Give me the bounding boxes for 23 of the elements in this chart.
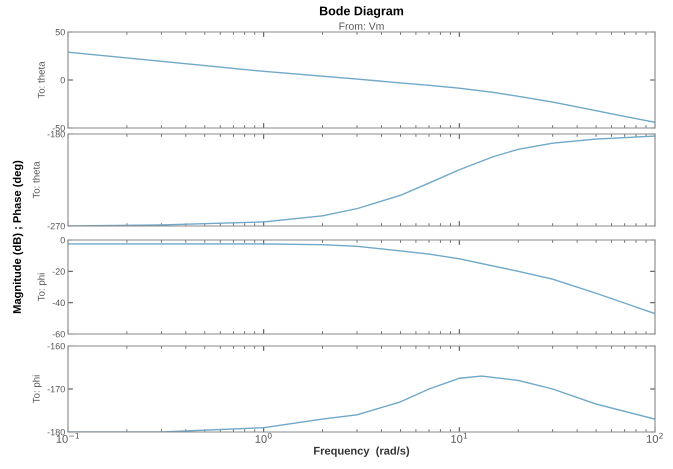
y-tick-label: -20	[52, 268, 65, 275]
y-tick-label: 50	[56, 28, 65, 36]
y-axis-title: To: phi	[32, 375, 42, 404]
x-tick-label: 10$^{0}$	[256, 432, 272, 443]
x-tick-label: 10$^{1}$	[451, 432, 468, 443]
y-axis-title: To: phi	[38, 273, 47, 302]
y-tick-label: -180	[48, 428, 65, 436]
y-tick-label: -40	[52, 300, 65, 306]
y-tick-label: -270	[48, 222, 65, 230]
y-tick-label: -180	[48, 130, 65, 138]
chart-subtitle: From: Vm	[340, 22, 384, 30]
chart-title: Bode Diagram	[320, 6, 404, 18]
y-tick-label: -50	[52, 124, 65, 132]
y-tick-label: 0	[60, 76, 65, 84]
y-tick-label: -60	[52, 330, 65, 338]
y-tick-label: 0	[60, 236, 65, 244]
y-axis-title: To: theta	[38, 61, 45, 98]
x-axis-title: Frequency (rad/s)	[314, 446, 410, 457]
x-tick-label: 10$^{2}$	[646, 432, 663, 443]
y-tick-label: -160	[48, 342, 65, 350]
text: Magnitude (dB) ; Phase (deg)	[12, 160, 24, 314]
y-tick-label: -170	[48, 386, 65, 392]
y-axis-title: To: theta	[32, 161, 40, 198]
